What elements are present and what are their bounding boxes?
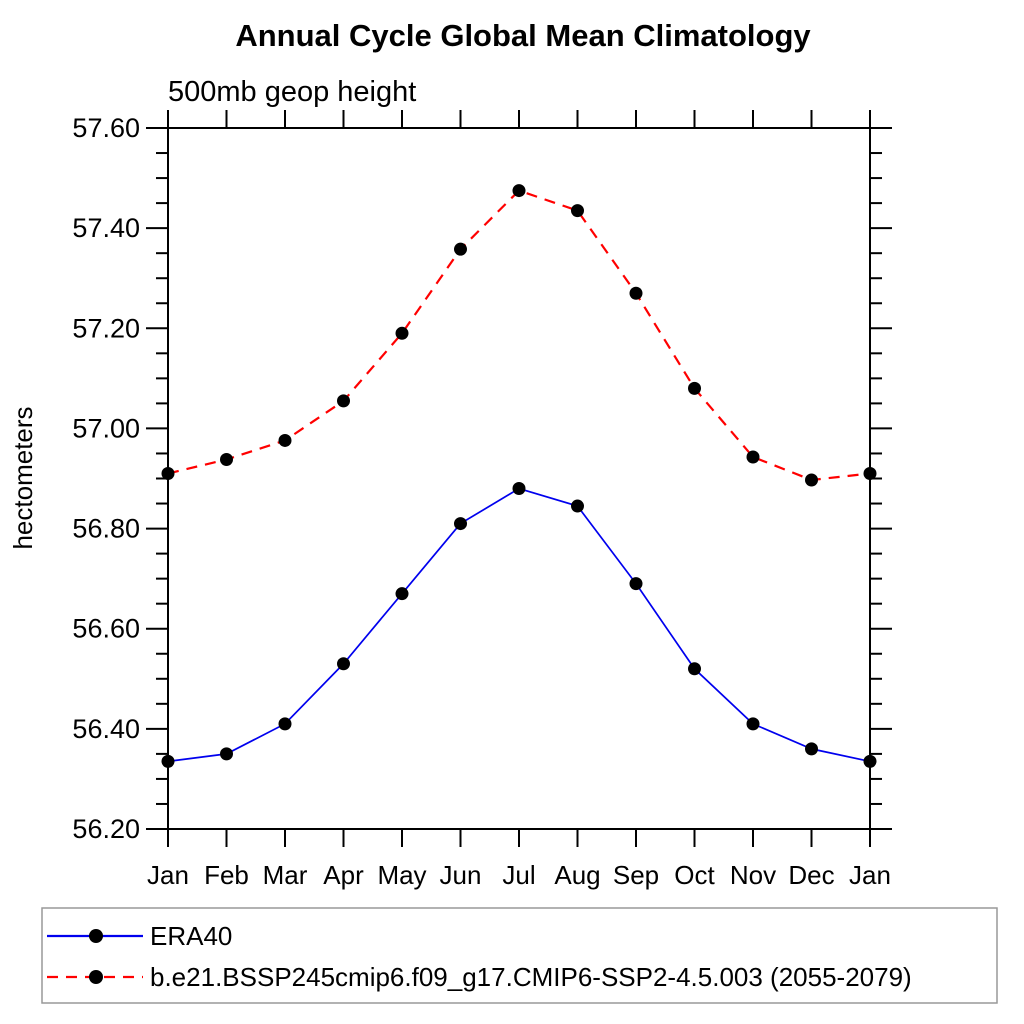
- plot-frame: [167, 127, 871, 830]
- data-point-marker: [278, 433, 292, 447]
- data-point-marker: [746, 717, 760, 731]
- legend-entry-era40: ERA40: [47, 921, 232, 951]
- x-tick-label: May: [377, 860, 426, 890]
- y-tick-label: 56.40: [72, 714, 140, 744]
- x-tick-label: Feb: [204, 860, 249, 890]
- data-point-marker: [629, 577, 643, 591]
- data-point-marker: [571, 204, 584, 218]
- data-point-marker: [512, 184, 526, 198]
- x-tick-label: Jul: [502, 860, 535, 890]
- data-point-marker: [395, 326, 409, 340]
- series-line-era40: [167, 487, 871, 763]
- x-tick-label: Aug: [554, 860, 600, 890]
- data-point-marker: [454, 242, 467, 256]
- x-tick-label: Jun: [440, 860, 482, 890]
- data-point-marker: [278, 717, 292, 731]
- x-tick-label: Dec: [788, 860, 834, 890]
- data-point-marker: [220, 747, 233, 761]
- chart-subtitle: 500mb geop height: [168, 76, 416, 108]
- y-tick-label: 57.60: [72, 113, 140, 143]
- data-point-marker: [337, 394, 350, 408]
- data-point-marker: [688, 662, 701, 676]
- legend-box: [41, 907, 998, 1004]
- x-tick-label: Jan: [849, 860, 891, 890]
- legend-label-model: b.e21.BSSP245cmip6.f09_g17.CMIP6-SSP2-4.…: [150, 962, 912, 992]
- legend-marker-dot: [89, 970, 103, 984]
- data-point-marker: [571, 499, 584, 513]
- x-tick-label: Mar: [263, 860, 308, 890]
- data-point-marker: [161, 466, 175, 480]
- legend-entry-model: b.e21.BSSP245cmip6.f09_g17.CMIP6-SSP2-4.…: [47, 962, 912, 992]
- data-point-marker: [805, 473, 818, 487]
- data-point-marker: [863, 466, 877, 480]
- x-tick-label: Apr: [323, 860, 364, 890]
- plot-area: 56.20 56.40 56.60 56.80 57.00 57.20 57.40 57.60…: [72, 110, 892, 890]
- data-point-marker: [454, 517, 467, 531]
- data-point-marker: [688, 381, 701, 395]
- data-point-marker: [746, 450, 760, 464]
- y-tick-label: 57.20: [72, 313, 140, 343]
- data-point-marker: [337, 657, 350, 671]
- data-point-marker: [629, 286, 643, 300]
- x-tick-label: Nov: [730, 860, 776, 890]
- y-tick-label: 57.40: [72, 213, 140, 243]
- data-point-marker: [161, 754, 175, 768]
- data-point-marker: [512, 482, 526, 496]
- data-point-marker: [395, 587, 409, 601]
- series-line-model: [167, 189, 871, 482]
- y-axis-label: hectometers: [8, 406, 38, 549]
- chart-title: Annual Cycle Global Mean Climatology: [235, 18, 811, 53]
- x-tick-label: Sep: [613, 860, 659, 890]
- y-tick-label: 57.00: [72, 413, 140, 443]
- x-tick-label: Jan: [147, 860, 189, 890]
- y-tick-label: 56.60: [72, 614, 140, 644]
- legend-label-era40: ERA40: [150, 921, 232, 951]
- legend: ERA40 b.e21.BSSP245cmip6.f09_g17.CMIP6-S…: [41, 907, 998, 1004]
- x-tick-label: Oct: [674, 860, 715, 890]
- y-tick-label: 56.20: [72, 814, 140, 844]
- data-point-marker: [805, 742, 818, 756]
- data-point-marker: [863, 754, 877, 768]
- y-tick-label: 56.80: [72, 514, 140, 544]
- legend-marker-dot: [89, 929, 103, 943]
- data-point-marker: [220, 452, 233, 466]
